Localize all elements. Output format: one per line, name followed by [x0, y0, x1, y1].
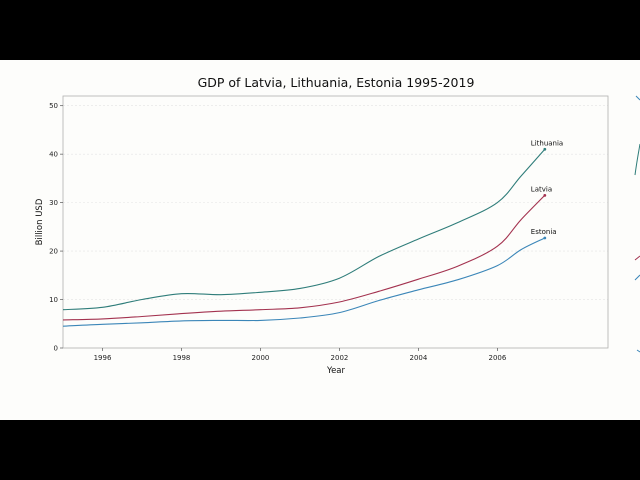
y-axis: 0 10 20 30 40 50	[49, 102, 63, 353]
grid-lines	[63, 105, 608, 300]
x-tick-label: 2002	[331, 354, 349, 362]
series-end-point-estonia	[543, 236, 547, 240]
series-line-lithuania	[62, 148, 546, 311]
series-lines	[62, 147, 547, 327]
y-tick-label: 50	[49, 102, 58, 110]
x-axis: 1996 1998 2000 2002 2004 2006	[94, 348, 507, 362]
x-axis-label: Year	[326, 366, 346, 376]
gdp-line-chart: GDP of Latvia, Lithuania, Estonia 1995-2…	[35, 75, 640, 376]
adjacent-frame-fragment	[634, 95, 640, 353]
x-tick-label: 2004	[410, 354, 428, 362]
series-end-labels: Lithuania Latvia Estonia	[531, 139, 563, 236]
x-tick-label: 2006	[489, 354, 507, 362]
x-tick-label: 1998	[173, 354, 191, 362]
series-label-latvia: Latvia	[531, 185, 552, 193]
plot-area-frame	[62, 95, 609, 349]
series-line-latvia	[62, 194, 546, 321]
x-tick-label: 2000	[252, 354, 270, 362]
chart-frame: GDP of Latvia, Lithuania, Estonia 1995-2…	[0, 60, 640, 420]
y-tick-label: 0	[54, 345, 58, 353]
y-axis-label: Billion USD	[35, 198, 45, 245]
y-tick-label: 40	[49, 151, 58, 159]
series-label-estonia: Estonia	[531, 228, 557, 236]
series-end-point-latvia	[543, 193, 547, 197]
y-tick-label: 20	[49, 248, 58, 256]
series-label-lithuania: Lithuania	[531, 139, 563, 147]
y-tick-label: 10	[49, 296, 58, 304]
chart-title: GDP of Latvia, Lithuania, Estonia 1995-2…	[198, 75, 475, 90]
series-end-point-lithuania	[543, 147, 547, 151]
y-tick-label: 30	[49, 199, 58, 207]
x-tick-label: 1996	[94, 354, 112, 362]
series-line-estonia	[62, 237, 546, 327]
